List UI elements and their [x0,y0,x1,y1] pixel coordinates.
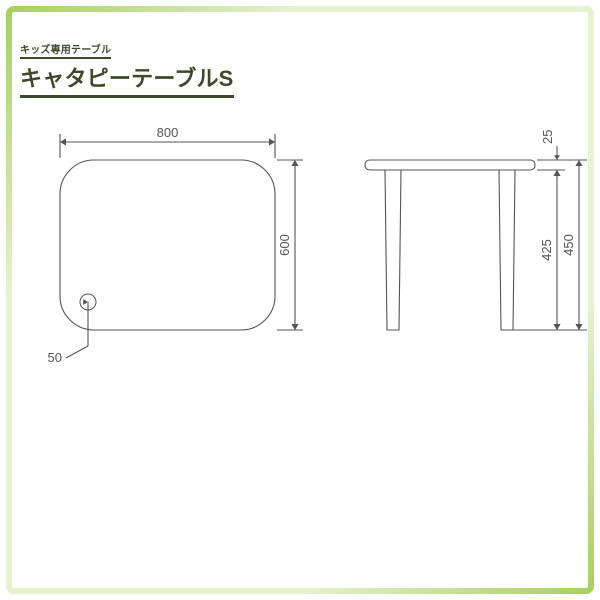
drawing-stage: 800 600 50 25 425 450 [0,0,600,600]
svg-text:25: 25 [540,130,555,144]
svg-text:50: 50 [48,350,62,365]
svg-text:450: 450 [561,234,576,256]
top-view: 800 600 50 [48,125,303,365]
svg-text:425: 425 [539,239,554,261]
dimension-drawing: 800 600 50 25 425 450 [0,0,600,600]
side-view: 25 425 450 [365,130,587,330]
svg-text:800: 800 [157,125,179,140]
svg-text:600: 600 [277,234,292,256]
